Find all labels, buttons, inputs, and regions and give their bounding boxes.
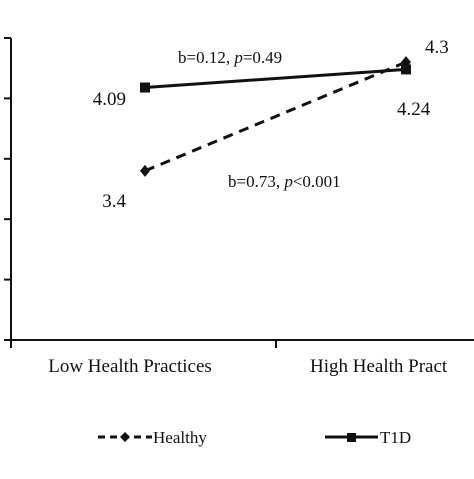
x-ticks [10, 340, 277, 348]
healthy-high-value-label: 4.3 [425, 37, 449, 58]
healthy-point-low [140, 164, 150, 177]
t1d-point-high [401, 64, 411, 75]
t1d-slope-annotation: b=0.12, p=0.49 [178, 48, 282, 67]
healthy-slope-annotation: b=0.73, p<0.001 [228, 172, 341, 191]
healthy-series-line [144, 60, 407, 173]
t1d-low-value-label: 4.09 [93, 89, 126, 110]
legend-t1d-label: T1D [380, 428, 411, 447]
healthy-point-high [401, 56, 411, 69]
series-layer [140, 56, 411, 177]
y-ticks [4, 37, 11, 341]
legend-healthy-label: Healthy [153, 428, 207, 447]
axes [4, 37, 474, 348]
t1d-high-value-label: 4.24 [397, 99, 431, 120]
legend-item-healthy: Healthy [98, 428, 207, 447]
legend: Healthy T1D [98, 428, 411, 447]
t1d-point-low [140, 82, 150, 93]
x-tick-label-low: Low Health Practices [48, 356, 212, 377]
t1d-series-line [144, 67, 407, 90]
legend-item-t1d: T1D [325, 428, 411, 447]
healthy-low-value-label: 3.4 [102, 191, 126, 212]
legend-t1d-marker [347, 433, 356, 442]
legend-healthy-marker [120, 432, 130, 442]
x-tick-label-high: High Health Pract [310, 356, 448, 377]
